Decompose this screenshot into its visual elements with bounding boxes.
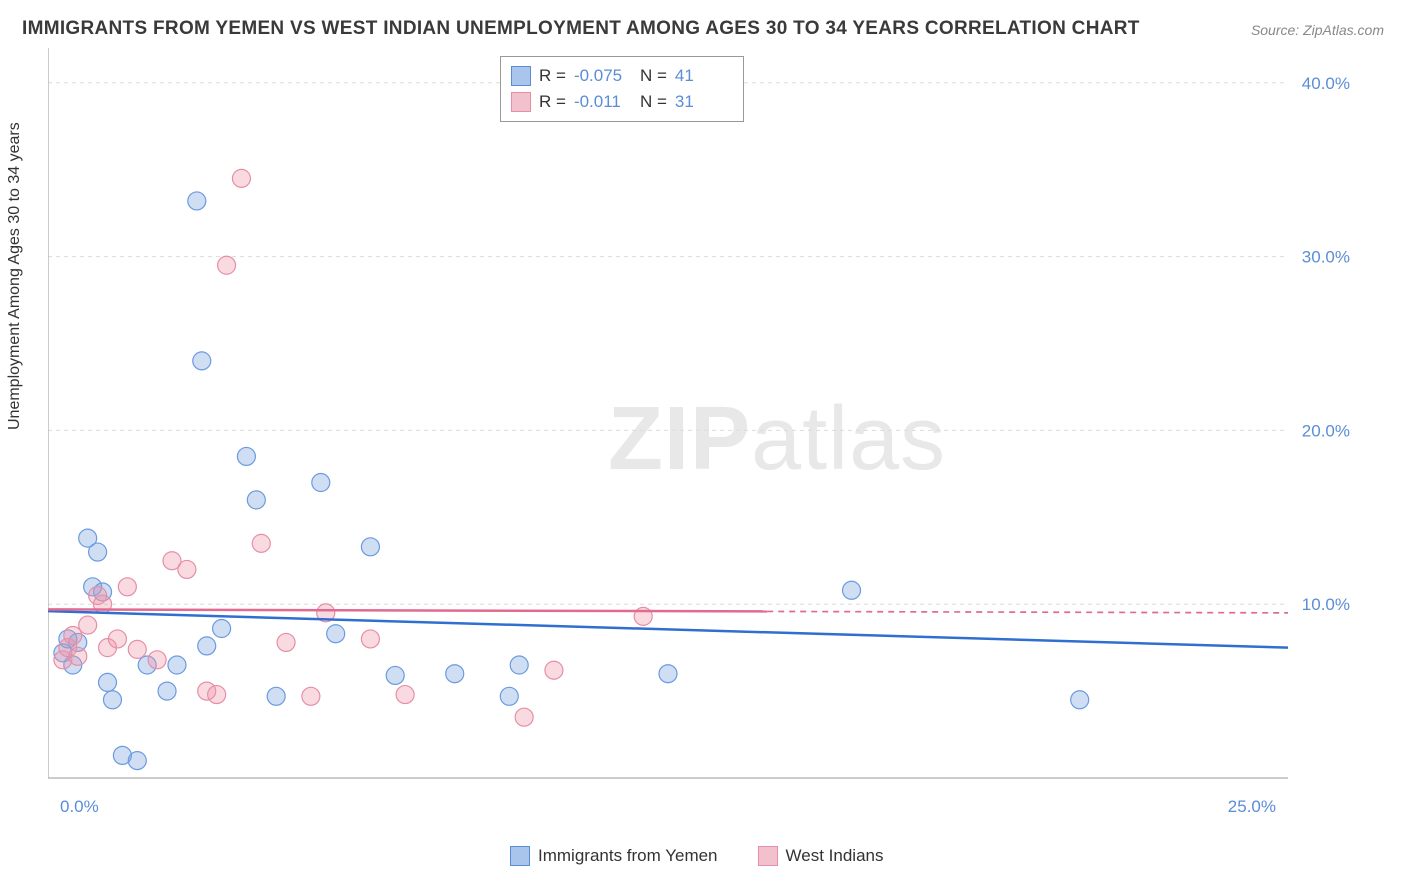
svg-text:40.0%: 40.0% — [1302, 74, 1350, 93]
swatch-westindian-icon — [758, 846, 778, 866]
r-label: R = — [539, 66, 566, 86]
legend-item-yemen: Immigrants from Yemen — [510, 846, 718, 866]
r-value-westindian: -0.011 — [574, 92, 632, 112]
y-axis-label: Unemployment Among Ages 30 to 34 years — [6, 122, 24, 430]
series-legend: Immigrants from Yemen West Indians — [510, 846, 883, 866]
svg-text:25.0%: 25.0% — [1228, 797, 1276, 816]
correlation-legend: R = -0.075 N = 41 R = -0.011 N = 31 — [500, 56, 744, 122]
scatter-chart: 10.0% 20.0% 30.0% 40.0% 0.0% 25.0% — [48, 48, 1358, 818]
n-label: N = — [640, 92, 667, 112]
legend-row-westindian: R = -0.011 N = 31 — [511, 89, 733, 115]
r-value-yemen: -0.075 — [574, 66, 632, 86]
legend-item-westindian: West Indians — [758, 846, 884, 866]
swatch-yemen — [511, 66, 531, 86]
legend-label-westindian: West Indians — [786, 846, 884, 866]
svg-text:0.0%: 0.0% — [60, 797, 99, 816]
n-value-westindian: 31 — [675, 92, 733, 112]
svg-text:10.0%: 10.0% — [1302, 595, 1350, 614]
n-value-yemen: 41 — [675, 66, 733, 86]
source-attribution: Source: ZipAtlas.com — [1251, 22, 1384, 38]
plot-area: ZIPatlas 10.0%20.0%30.0%40.0%0.0%25.0% — [48, 48, 1358, 818]
n-label: N = — [640, 66, 667, 86]
svg-text:20.0%: 20.0% — [1302, 421, 1350, 440]
r-label: R = — [539, 92, 566, 112]
legend-label-yemen: Immigrants from Yemen — [538, 846, 718, 866]
legend-row-yemen: R = -0.075 N = 41 — [511, 63, 733, 89]
chart-title: IMMIGRANTS FROM YEMEN VS WEST INDIAN UNE… — [22, 18, 1140, 40]
swatch-yemen-icon — [510, 846, 530, 866]
swatch-westindian — [511, 92, 531, 112]
svg-text:30.0%: 30.0% — [1302, 248, 1350, 267]
